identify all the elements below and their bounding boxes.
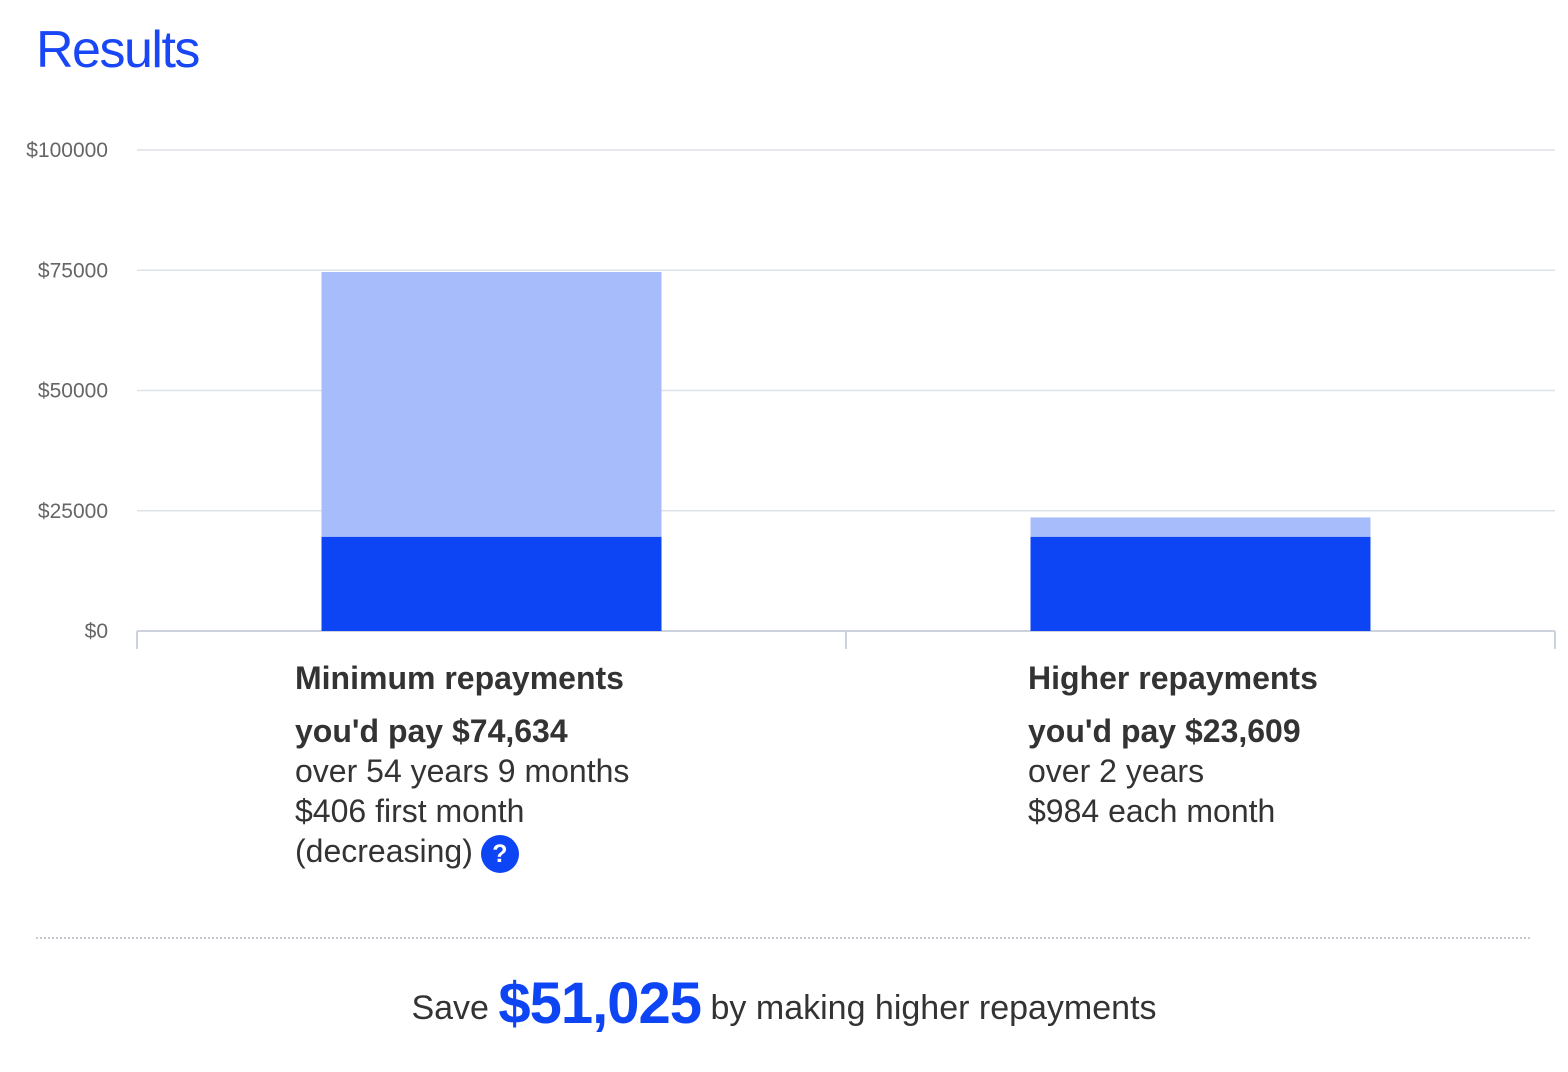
minimum-repayments-summary: Minimum repayments you'd pay $74,634 ove… [295,655,629,873]
minimum-repayments-title: Minimum repayments [295,660,624,696]
minimum-payment-note: (decreasing) [295,833,473,869]
page-title: Results [36,21,200,79]
y-tick-label: $100000 [26,139,108,162]
savings-summary: Save $51,025 by making higher repayments [0,966,1568,1046]
bar-interest [321,272,662,537]
y-tick-label: $75000 [38,259,108,282]
higher-total-paid: you'd pay $23,609 [1028,713,1301,749]
y-tick-label: $50000 [38,380,108,403]
savings-amount: $51,025 [498,971,702,1036]
minimum-first-payment: $406 first month [295,793,525,829]
savings-prefix: Save [411,989,489,1027]
higher-monthly-payment: $984 each month [1028,793,1276,829]
higher-repayments-summary: Higher repayments you'd pay $23,609 over… [1028,655,1318,831]
higher-duration: over 2 years [1028,753,1205,789]
y-tick-label: $25000 [38,500,108,523]
divider [36,937,1530,939]
help-icon[interactable]: ? [480,834,519,873]
bar-principal [321,536,662,631]
higher-repayments-title: Higher repayments [1028,660,1318,696]
bar-interest [1030,517,1371,537]
minimum-duration: over 54 years 9 months [295,753,630,789]
repayment-comparison-chart: $0 $25000 $50000 $75000 $100000 [26,139,1556,649]
y-tick-label: $0 [85,620,108,643]
minimum-total-paid: you'd pay $74,634 [295,713,568,749]
minimum-payment-note-row: (decreasing)? [295,831,629,873]
bar-principal [1030,536,1371,631]
savings-suffix: by making higher repayments [710,989,1157,1027]
